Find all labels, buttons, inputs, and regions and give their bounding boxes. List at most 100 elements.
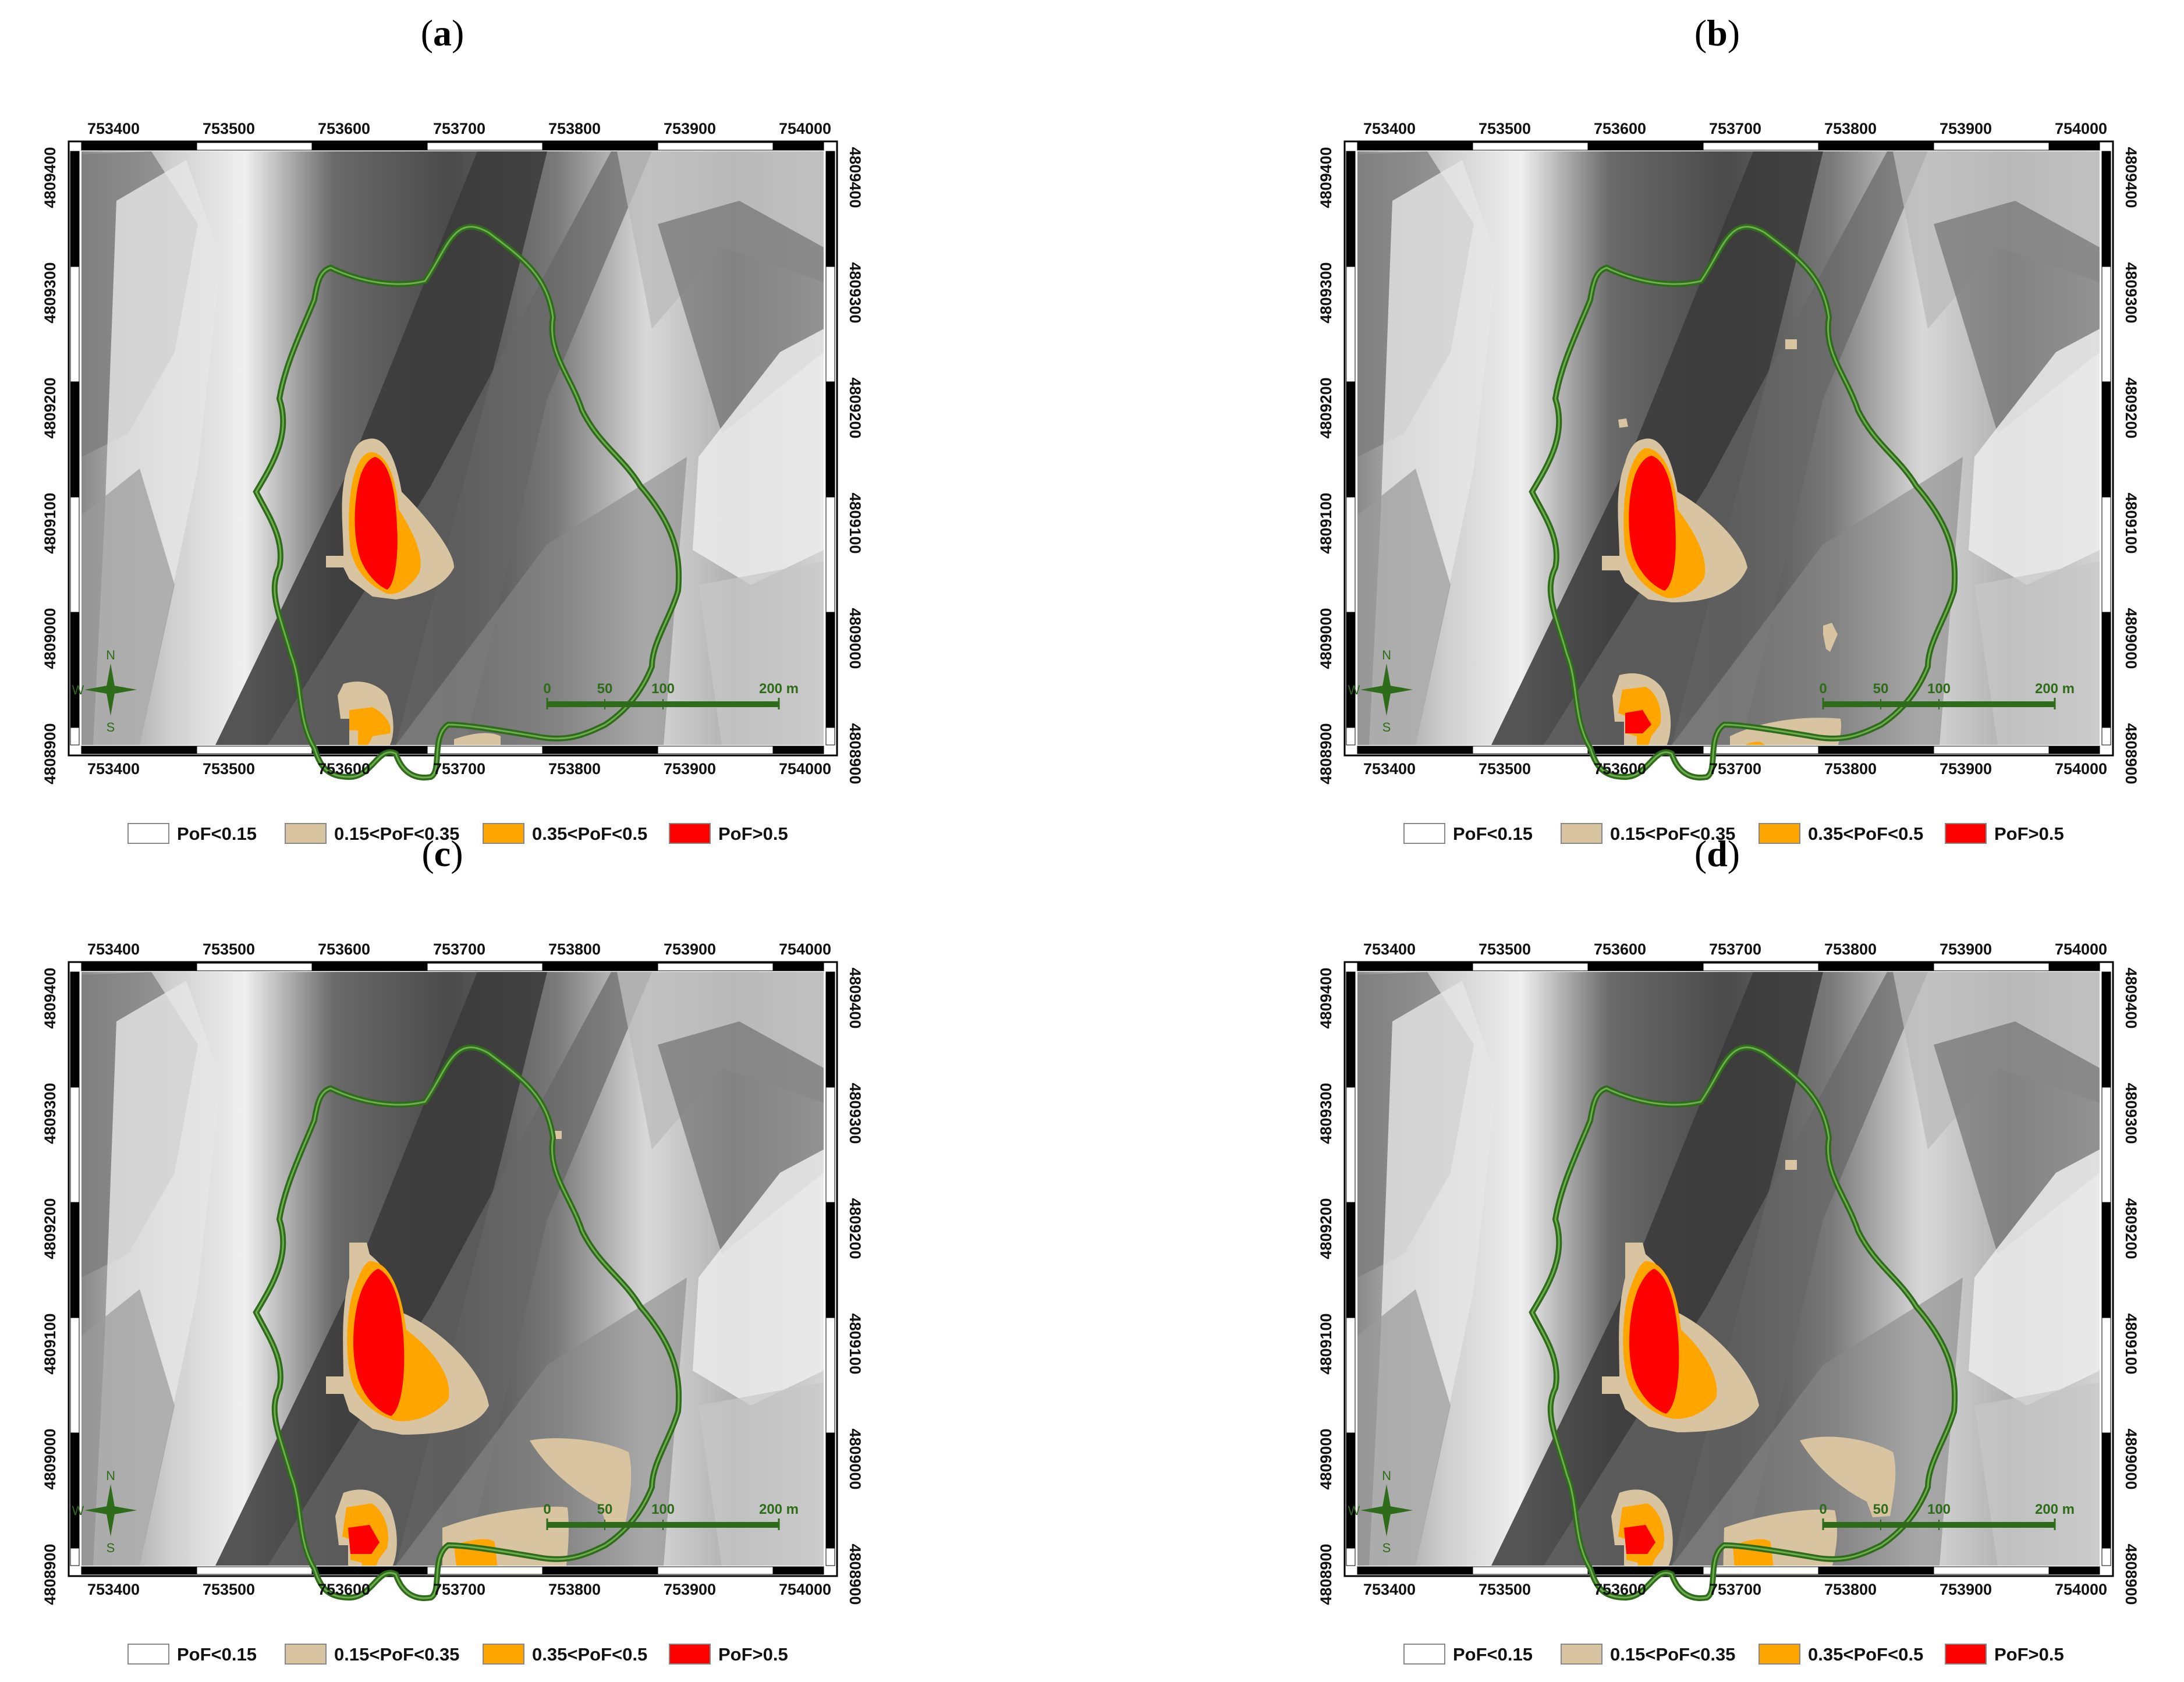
y-tick-label: 4809300	[41, 1083, 59, 1144]
legend-item: PoF>0.5	[1945, 823, 2064, 844]
legend-label: PoF<0.15	[177, 824, 257, 844]
x-tick-label: 753800	[548, 760, 601, 778]
y-axis-right-labels: 4809400 4809300 4809200 4809100 4809000 48089…	[2122, 967, 2140, 1605]
y-tick-label: 4809100	[846, 492, 861, 553]
y-tick-label: 4808900	[2122, 1543, 2137, 1605]
x-tick-label: 753400	[87, 941, 140, 958]
y-tick-label: 4809300	[846, 1083, 861, 1144]
frame-bottom-ticks	[81, 746, 824, 754]
frame-top-ticks	[1357, 963, 2100, 971]
y-axis-right-labels: 4809400 4809300 4809200 4809100 4809000 48089…	[846, 967, 864, 1605]
map-svg: N S W E 0 50 100 200 m 753400 753500 75360…	[1317, 941, 2140, 1665]
pof-zone	[354, 457, 398, 590]
x-tick-label: 754000	[779, 941, 831, 958]
scale-label-200: 200 m	[759, 1502, 799, 1517]
y-tick-label: 4809300	[2122, 1083, 2137, 1144]
legend-item: PoF<0.15	[1403, 823, 1533, 844]
x-axis-top-labels: 753400 753500 753600 753700 753800 753900 7540…	[1363, 120, 2107, 137]
y-tick-label: 4809200	[2122, 1198, 2137, 1259]
compass-n: N	[106, 1468, 115, 1483]
pof-zone	[1785, 1160, 1797, 1170]
legend-swatch	[1403, 823, 1445, 844]
north-arrow-icon: N S W E	[72, 1468, 137, 1555]
frame-left-ticks	[70, 971, 80, 1566]
x-axis-top-labels: 753400 753500 753600 753700 753800 753900 7540…	[87, 120, 831, 137]
frame-bottom-ticks	[1357, 1566, 2100, 1575]
x-tick-label: 753500	[203, 760, 255, 778]
legend-label: 0.35<PoF<0.5	[532, 824, 647, 844]
frame-left-ticks	[1346, 971, 1356, 1566]
x-axis-top-labels: 753400 753500 753600 753700 753800 753900 7540…	[1363, 941, 2107, 958]
north-arrow-icon: N S W E	[1348, 648, 1413, 734]
legend-label: PoF>0.5	[1994, 824, 2064, 844]
scale-label-200: 200 m	[2035, 681, 2075, 697]
x-tick-label: 753700	[433, 120, 485, 137]
panel-letter: d	[1707, 833, 1728, 874]
legend: PoF<0.15 0.15<PoF<0.35 0.35<PoF<0.5 PoF>0.5	[1403, 1644, 2064, 1665]
legend-label: PoF>0.5	[718, 824, 788, 844]
x-tick-label: 753700	[1709, 760, 1761, 778]
legend-item: 0.35<PoF<0.5	[483, 1644, 647, 1665]
y-tick-label: 4809400	[41, 147, 59, 208]
frame-top-ticks	[81, 963, 824, 971]
pof-zones	[1602, 1160, 1896, 1566]
x-tick-label: 753900	[1940, 941, 1992, 958]
pof-zone	[1625, 710, 1651, 733]
panel-label-b: (b)	[1694, 12, 1740, 54]
scale-label-50: 50	[597, 1502, 613, 1517]
map-svg: N S W E 0 50 100 200 m 753400 753500 75360…	[1317, 120, 2140, 844]
map-panel-b: N S W E 0 50 100 200 m 753400 753500 75360…	[1299, 108, 2140, 861]
x-tick-label: 753600	[1594, 760, 1646, 778]
x-tick-label: 753800	[1824, 1581, 1877, 1598]
x-tick-label: 753600	[318, 120, 370, 137]
scale-bar: 0 50 100 200 m	[543, 1502, 799, 1530]
scale-bar: 0 50 100 200 m	[543, 681, 799, 709]
y-tick-label: 4809400	[1317, 147, 1335, 208]
x-tick-label: 753600	[1594, 1581, 1646, 1598]
y-tick-label: 4809200	[1317, 1198, 1335, 1259]
legend-item: PoF>0.5	[669, 823, 788, 844]
legend-label: 0.15<PoF<0.35	[334, 824, 459, 844]
x-axis-bottom-labels: 753400 753500 753600 753700 753800 753900 7540…	[1363, 1581, 2107, 1598]
x-tick-label: 753400	[1363, 941, 1416, 958]
x-tick-label: 753600	[318, 941, 370, 958]
pof-zones	[326, 438, 501, 745]
pof-zones	[326, 1131, 632, 1566]
hillshade-background	[1357, 972, 2100, 1566]
y-tick-label: 4809400	[2122, 967, 2137, 1028]
legend-swatch	[285, 823, 327, 844]
y-tick-label: 4809000	[846, 1428, 861, 1489]
x-tick-label: 753400	[87, 120, 140, 137]
y-tick-label: 4809100	[41, 1313, 59, 1374]
scale-bar: 0 50 100 200 m	[1819, 1502, 2075, 1530]
map-panel-a: N S W E 0 50 100 200 m 753400 753500 75360…	[23, 108, 864, 861]
y-tick-label: 4809200	[41, 377, 59, 438]
panel-label-c: (c)	[421, 833, 463, 874]
y-tick-label: 4809100	[1317, 492, 1335, 553]
legend-item: 0.15<PoF<0.35	[1561, 823, 1735, 844]
legend-label: 0.15<PoF<0.35	[1610, 824, 1735, 844]
frame-bottom-ticks	[81, 1566, 824, 1575]
y-tick-label: 4808900	[41, 1543, 59, 1605]
y-tick-label: 4809300	[2122, 262, 2137, 323]
legend-item: 0.15<PoF<0.35	[285, 1644, 459, 1665]
panel-label-d: (d)	[1694, 833, 1740, 874]
frame-bottom-ticks	[1357, 746, 2100, 754]
y-tick-label: 4809000	[846, 608, 861, 669]
legend-item: PoF>0.5	[669, 1644, 788, 1665]
x-tick-label: 754000	[2055, 760, 2107, 778]
x-tick-label: 753400	[1363, 1581, 1416, 1598]
compass-w: W	[72, 683, 84, 697]
y-tick-label: 4809400	[846, 147, 861, 208]
x-tick-label: 753800	[1824, 120, 1877, 137]
legend-label: 0.35<PoF<0.5	[1808, 1644, 1923, 1665]
legend-label: PoF>0.5	[718, 1644, 788, 1665]
legend-swatch	[127, 823, 169, 844]
compass-s: S	[1382, 1541, 1391, 1555]
scale-label-200: 200 m	[759, 681, 799, 697]
x-tick-label: 753900	[1940, 760, 1992, 778]
x-tick-label: 753800	[1824, 760, 1877, 778]
y-axis-left-labels: 4809400 4809300 4809200 4809100 4809000 48089…	[1317, 967, 1335, 1605]
map-panel-c: N S W E 0 50 100 200 m 753400 753500 75360…	[23, 928, 864, 1682]
y-tick-label: 4808900	[1317, 723, 1335, 784]
